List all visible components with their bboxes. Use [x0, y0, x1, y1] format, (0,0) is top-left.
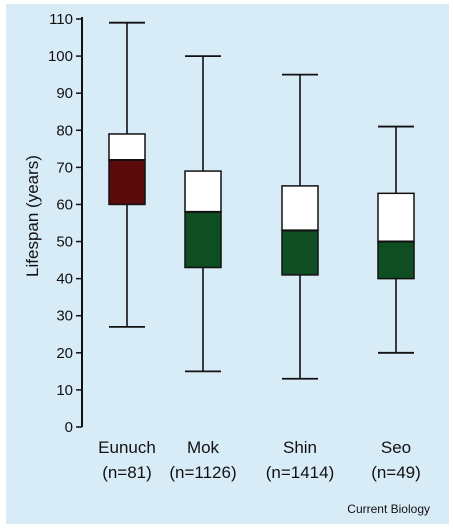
credit-label: Current Biology — [347, 502, 430, 516]
box-upper-quartile — [377, 192, 415, 243]
y-tick-label-10: 10 — [56, 382, 73, 399]
sample-size-label-seo: (n=49) — [371, 463, 421, 482]
y-tick-label-20: 20 — [56, 345, 73, 362]
boxplot-chart: Lifespan (years) 0 10 20 30 40 50 60 70 80 90 100 1… — [23, 11, 430, 516]
category-label-shin: Shin — [283, 438, 317, 457]
category-label-seo: Seo — [381, 438, 411, 457]
box-upper-quartile — [281, 185, 319, 232]
y-tick-label-30: 30 — [56, 308, 73, 325]
box-series — [108, 21, 415, 380]
category-label-mok: Mok — [187, 438, 220, 457]
chart-panel: Lifespan (years) 0 10 20 30 40 50 60 70 80 90 100 1… — [6, 4, 449, 524]
y-axis-title: Lifespan (years) — [23, 155, 42, 277]
box-mok — [184, 55, 222, 373]
box-lower-quartile — [108, 159, 146, 206]
x-axis-labels: Eunuch (n=81) Mok (n=1126) Shin (n=1414) Seo (n… — [98, 438, 421, 482]
box-eunuch — [108, 21, 146, 328]
y-tick-label-40: 40 — [56, 271, 73, 288]
category-label-eunuch: Eunuch — [98, 438, 156, 457]
box-upper-quartile — [184, 170, 222, 213]
sample-size-label-mok: (n=1126) — [169, 463, 236, 482]
box-lower-quartile — [377, 240, 415, 280]
y-tick-label-110: 110 — [49, 11, 73, 28]
sample-size-label-shin: (n=1414) — [266, 463, 335, 482]
y-tick-label-0: 0 — [65, 419, 73, 436]
y-axis: 0 10 20 30 40 50 60 70 80 90 100 110 — [48, 11, 83, 436]
y-tick-label-90: 90 — [56, 85, 73, 102]
y-tick-label-80: 80 — [56, 122, 73, 139]
box-seo — [377, 125, 415, 354]
y-tick-label-100: 100 — [48, 48, 73, 65]
box-upper-quartile — [108, 133, 146, 161]
y-tick-label-60: 60 — [56, 196, 73, 213]
y-tick-label-70: 70 — [56, 159, 73, 176]
box-lower-quartile — [184, 211, 222, 269]
box-shin — [281, 73, 319, 380]
y-tick-label-50: 50 — [56, 234, 73, 251]
box-lower-quartile — [281, 229, 319, 276]
sample-size-label-eunuch: (n=81) — [102, 463, 152, 482]
